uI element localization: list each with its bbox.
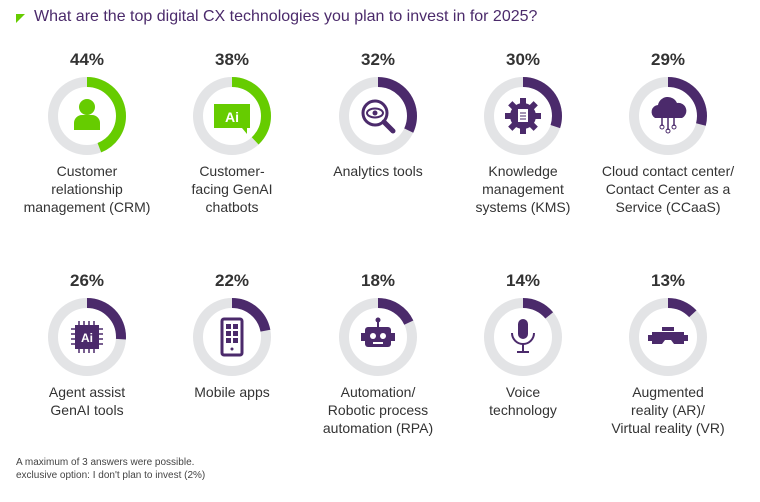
category-label: Augmented reality (AR)/ Virtual reality … [611,384,725,436]
percent-label: 22% [214,271,250,290]
category-label: Analytics tools [333,163,423,179]
svg-text:Ai: Ai [81,331,93,345]
category-label: Cloud contact center/ Contact Center as … [601,163,735,215]
percent-label: 32% [360,50,396,69]
donut-item: 18% Automation/ Robotic process automati… [305,271,451,437]
donut-chart [193,298,271,376]
category-label: Mobile apps [194,384,270,400]
donut-chart [339,77,417,155]
category-label: Customer relationship management (CRM) [23,163,151,215]
donut-item: 26% Ai Agent assist GenAI tools [14,271,160,419]
donut-segment [629,298,707,376]
percent-label: 38% [214,50,250,69]
donut-segment [629,77,707,155]
donut-item: 14% Voice technology [450,271,596,419]
percent-label: 29% [650,50,686,69]
donut-segment [193,298,271,376]
donut-segment [339,77,417,155]
donut-item: 13% Augmented reality (AR)/ Virtual real… [595,271,741,437]
donut-chart [484,298,562,376]
ai-chip-icon: Ai [71,321,103,353]
robot-icon [361,317,395,347]
chart-title: What are the top digital CX technologies… [16,8,537,26]
triangle-marker-icon [16,13,25,23]
donut-chart [339,298,417,376]
person-icon [74,99,100,130]
gear-document-icon [505,98,541,134]
mobile-phone-icon [220,317,244,357]
donut-segment [48,298,126,376]
donut-item: 29% Cloud contact center/ Contact Center… [595,50,741,216]
donut-chart [629,77,707,155]
donut-chart: Ai [193,77,271,155]
category-label: Automation/ Robotic process automation (… [322,384,434,436]
donut-segment [484,77,562,155]
percent-label: 30% [505,50,541,69]
footnote: exclusive option: I don't plan to invest… [16,470,206,481]
donut-chart: Ai [48,298,126,376]
category-label: Customer- facing GenAI chatbots [191,163,273,215]
donut-item: 38% Ai Customer- facing GenAI chatbots [159,50,305,216]
title-text: What are the top digital CX technologies… [34,8,538,25]
donut-item: 22% Mobile apps [159,271,305,401]
ai-chat-icon: Ai [214,104,250,134]
category-label: Agent assist GenAI tools [48,384,126,418]
donut-segment [48,77,126,155]
percent-label: 18% [360,271,396,290]
percent-label: 14% [505,271,541,290]
cloud-network-icon [651,96,687,134]
svg-text:Ai: Ai [225,109,239,125]
donut-segment [339,298,417,376]
percent-label: 44% [69,50,105,69]
microphone-icon [511,319,535,353]
percent-label: 13% [650,271,686,290]
category-label: Knowledge management systems (KMS) [475,163,571,215]
category-label: Voice technology [489,384,557,418]
donut-chart [48,77,126,155]
donut-item: 32% Analytics tools [305,50,451,180]
donut-chart [629,298,707,376]
magnifier-eye-icon [361,99,396,134]
footnotes: A maximum of 3 answers were possible. ex… [16,456,205,482]
donut-item: 30% Knowledge management systems (KMS) [450,50,596,216]
donut-segment [484,298,562,376]
vr-headset-icon [648,327,688,344]
donut-chart [484,77,562,155]
donut-item: 44% Customer relationship management (CR… [14,50,160,216]
footnote: A maximum of 3 answers were possible. [16,457,195,468]
donut-segment [193,77,271,155]
percent-label: 26% [69,271,105,290]
